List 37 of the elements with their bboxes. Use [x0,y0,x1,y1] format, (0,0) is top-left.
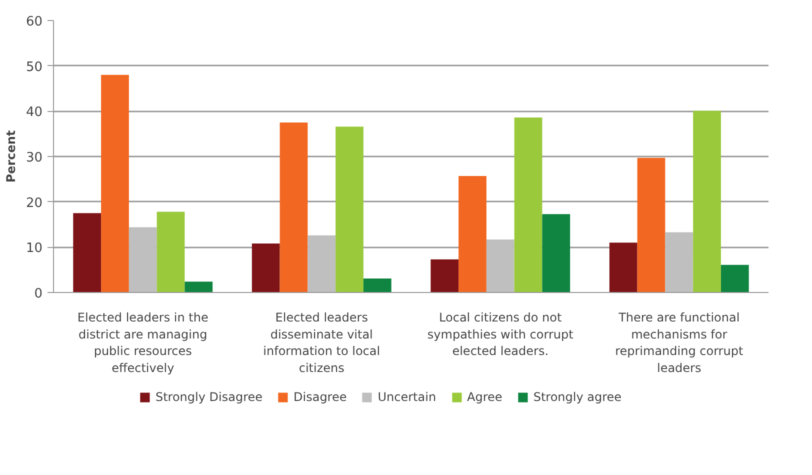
bar [252,244,280,292]
legend-label: Agree [467,390,502,404]
x-tick-label: Elected leaders in the district are managing public resources effectively [77,310,208,375]
bar [430,259,459,292]
bar [280,122,308,292]
bar [665,232,694,292]
bar [637,158,666,292]
y-tick-label: 40 [26,105,43,120]
bar [73,213,102,292]
bar [101,74,129,292]
bar [308,235,336,292]
bar [693,110,721,292]
legend-label: Disagree [294,390,347,404]
bar [156,212,185,292]
legend-label: Strongly agree [533,390,622,404]
y-tick-label: 60 [26,14,43,30]
y-tick-label: 0 [34,286,43,302]
legend-label: Uncertain [378,390,436,404]
bar [514,118,542,292]
y-tick-label: 50 [26,60,43,75]
x-tick-label: Elected leaders disseminate vital information to local citizens [263,310,380,375]
y-tick-label: 30 [26,150,43,166]
bar [609,242,638,292]
y-axis-title: Percent [4,130,18,183]
x-tick-label: There are functional mechanisms for reprimanding corrupt leaders [615,310,744,375]
bar [486,239,514,292]
x-tick-label: Local citizens do not sympathies with corrupt elected leaders. [427,310,574,358]
bar [363,278,392,292]
bar [184,282,213,292]
y-tick-label: 10 [26,241,43,256]
bar [720,264,749,292]
bar [458,176,486,292]
bar [128,227,157,292]
bar [542,214,570,292]
legend-label: Strongly Disagree [155,390,263,404]
y-tick-label: 20 [26,196,43,211]
bar [336,126,364,292]
